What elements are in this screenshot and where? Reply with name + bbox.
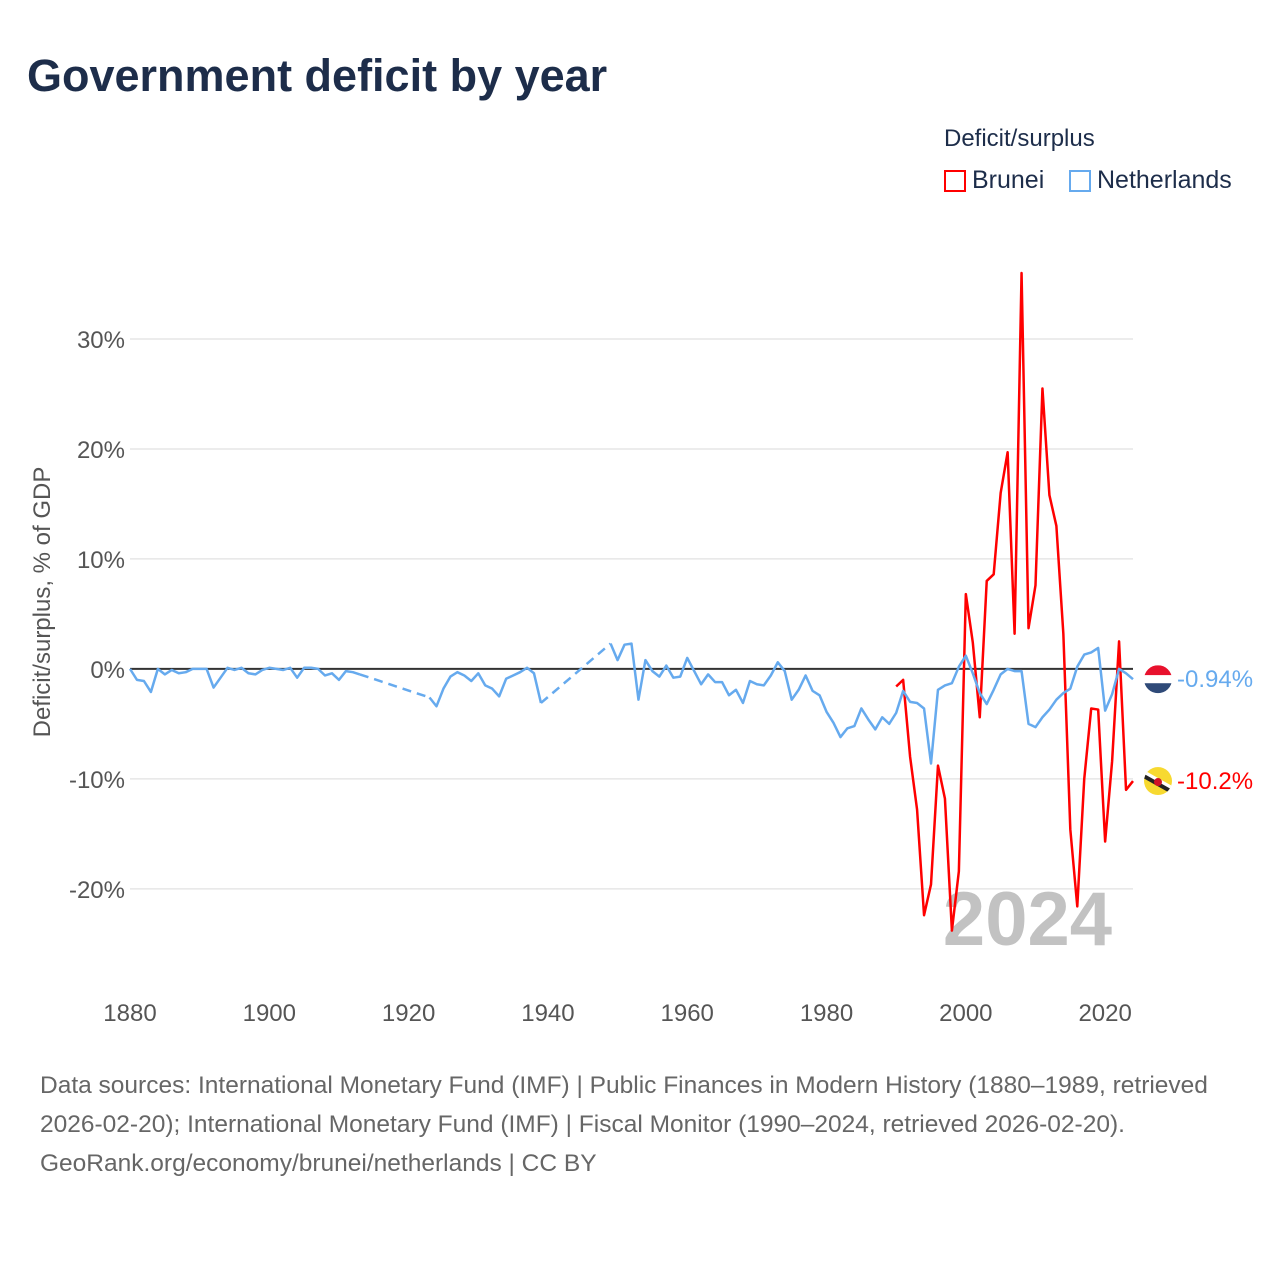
y-tick-label: -20% [69, 877, 125, 904]
y-tick-label: -10% [69, 767, 125, 794]
y-axis-ticks: -20% -10% 0% 10% 20% 30% [69, 327, 125, 904]
legend-swatch-netherlands [1069, 169, 1091, 192]
flag-stripe-red [1144, 665, 1172, 676]
chart-title: Government deficit by year [27, 50, 608, 101]
legend-item-brunei[interactable]: Brunei [944, 166, 1044, 195]
year-watermark: 2024 [943, 877, 1112, 962]
flag-stripe-white [1144, 675, 1172, 684]
data-sources: Data sources: International Monetary Fun… [40, 1072, 1208, 1138]
legend-label-brunei: Brunei [972, 166, 1045, 194]
flag-stripe-blue [1144, 683, 1172, 694]
netherlands-flag-icon [1144, 665, 1172, 694]
legend-title: Deficit/surplus [944, 125, 1095, 152]
series-line-netherlands [128, 666, 361, 694]
flag-body [1144, 767, 1172, 796]
y-tick-label: 20% [77, 437, 125, 464]
legend-swatch-brunei [944, 169, 966, 192]
end-label-netherlands: -0.94% [1177, 666, 1253, 693]
x-tick-label: 1980 [800, 1000, 853, 1027]
chart: -20% -10% 0% 10% 20% 30% 1880 1900 1920 1940 1960… [29, 271, 1253, 1027]
x-tick-label: 1940 [521, 1000, 574, 1027]
series-line-brunei [895, 271, 1134, 932]
end-markers: -0.94% -10.2% [1144, 665, 1253, 796]
x-tick-label: 2020 [1078, 1000, 1131, 1027]
flag-emblem [1154, 778, 1162, 787]
legend-label-netherlands: Netherlands [1097, 166, 1232, 194]
series-line-netherlands [609, 642, 1134, 765]
x-axis-ticks: 1880 1900 1920 1940 1960 1980 2000 2020 [103, 1000, 1132, 1027]
x-tick-label: 1920 [382, 1000, 435, 1027]
y-tick-label: 10% [77, 547, 125, 574]
series-gap-netherlands [540, 642, 612, 704]
x-tick-label: 2000 [939, 1000, 992, 1027]
brunei-flag-icon [1144, 767, 1172, 796]
series-lines [128, 271, 1134, 932]
gridlines [130, 338, 1133, 890]
x-tick-label: 1880 [103, 1000, 156, 1027]
y-axis-label: Deficit/surplus, % of GDP [29, 467, 56, 738]
series-gap-netherlands [359, 673, 430, 699]
series-line-netherlands [428, 666, 543, 708]
x-tick-label: 1900 [243, 1000, 296, 1027]
footer: Data sources: International Monetary Fun… [40, 1066, 1250, 1183]
legend-item-netherlands[interactable]: Netherlands [1069, 166, 1232, 195]
flag-body [1144, 665, 1172, 694]
credit-link[interactable]: GeoRank.org/economy/brunei/netherlands |… [40, 1150, 597, 1177]
y-tick-label: 30% [77, 327, 125, 354]
x-tick-label: 1960 [661, 1000, 714, 1027]
y-tick-label: 0% [90, 657, 125, 684]
end-label-brunei: -10.2% [1177, 768, 1253, 795]
